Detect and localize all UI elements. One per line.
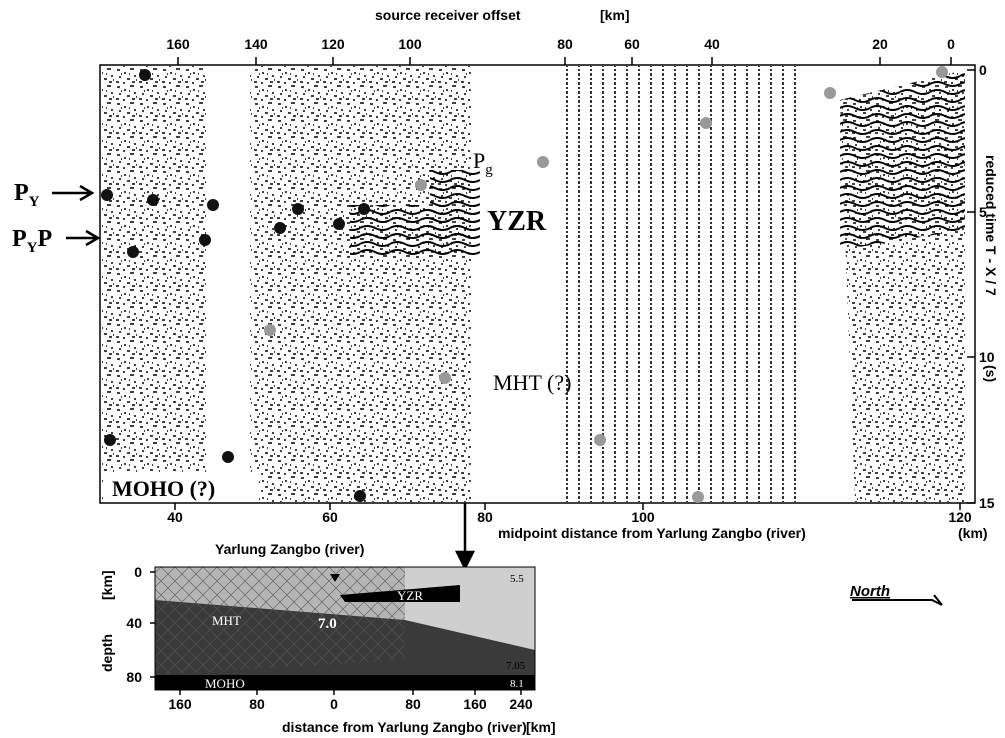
north-label: North <box>850 583 890 600</box>
mht-label: MHT (?) <box>493 370 571 395</box>
depth-unit: [km] <box>99 570 115 600</box>
model-label: YZR <box>397 588 423 603</box>
model-labels: YZR MHT 7.0 MOHO 5.5 7.05 8.1 <box>205 573 526 691</box>
seismic-traces <box>250 66 472 502</box>
model-label: 8.1 <box>510 678 524 690</box>
tick-label: 40 <box>167 509 183 525</box>
tick-label: 120 <box>321 36 345 52</box>
tick-label: 120 <box>948 509 972 525</box>
picks <box>101 69 370 502</box>
depth-label: depth <box>99 634 115 672</box>
moho-layer <box>155 675 535 690</box>
yzr-reflection <box>350 205 480 255</box>
tick-label: 240 <box>509 696 533 712</box>
tick-label: 100 <box>631 509 655 525</box>
tick-label: 80 <box>126 669 142 685</box>
phase-pyp: PYP <box>12 226 52 256</box>
phase-pyp-sub: Y <box>27 240 38 256</box>
arrow <box>454 503 476 571</box>
model-label: MOHO <box>205 676 245 691</box>
tick-label: 40 <box>704 36 720 52</box>
tick-label: 20 <box>872 36 888 52</box>
tick-label: 0 <box>979 62 987 78</box>
seismic-traces <box>840 70 965 250</box>
phase-pg-main: P <box>473 148 485 173</box>
distance-unit: [km] <box>526 719 556 735</box>
tick-label: 140 <box>244 36 268 52</box>
model-label: MHT <box>212 613 241 628</box>
offset-title: source receiver offset <box>375 7 521 23</box>
phase-pg-sub: g <box>485 162 493 178</box>
tick-label: 60 <box>624 36 640 52</box>
model-label: 5.5 <box>510 573 524 585</box>
midpoint-label: midpoint distance from Yarlung Zangbo (r… <box>498 525 806 541</box>
phase-py: PY <box>14 180 40 210</box>
tick-label: 80 <box>557 36 573 52</box>
river-label: Yarlung Zangbo (river) <box>215 541 364 557</box>
offset-unit: [km] <box>600 7 630 23</box>
time-label: reduced time T - X / 7 <box>983 155 999 296</box>
ray-paths <box>155 567 405 675</box>
tick-label: 60 <box>322 509 338 525</box>
depth-ticks: 0 40 80 <box>126 564 155 685</box>
tick-label: 10 <box>979 349 995 365</box>
tick-label: 0 <box>330 696 338 712</box>
time-ticks: 0 5 10 15 <box>967 62 995 511</box>
distance-ticks: 160 80 0 80 160 240 <box>168 690 533 712</box>
yzr-label: YZR <box>487 206 547 237</box>
moho-label: MOHO (?) <box>112 476 215 501</box>
tick-label: 5 <box>979 204 987 220</box>
label-bg <box>104 472 259 502</box>
tick-label: 160 <box>166 36 190 52</box>
model-frame <box>154 566 536 691</box>
midpoint-unit: (km) <box>958 525 988 541</box>
tick-label: 160 <box>463 696 487 712</box>
phase-py-main: P <box>14 180 29 206</box>
phase-py-sub: Y <box>29 194 40 210</box>
phase-pg: Pg <box>473 148 493 178</box>
river-marker <box>330 574 340 582</box>
tick-label: 160 <box>168 696 192 712</box>
tick-label: 0 <box>947 36 955 52</box>
tick-label: 100 <box>398 36 422 52</box>
yzr-body <box>340 585 460 602</box>
model-label: 7.0 <box>318 616 337 632</box>
picks-gray <box>264 66 948 503</box>
tick-label: 80 <box>405 696 421 712</box>
tick-label: 40 <box>126 615 142 631</box>
tick-label: 80 <box>477 509 493 525</box>
seismic-traces <box>102 66 208 502</box>
midpoint-ticks: 40 60 80 100 120 <box>167 503 972 525</box>
distance-label: distance from Yarlung Zangbo (river) <box>282 719 527 735</box>
tick-label: 15 <box>979 495 995 511</box>
model-label: 7.05 <box>506 660 526 672</box>
phase-pyp-main: P <box>12 226 27 252</box>
tick-label: 80 <box>249 696 265 712</box>
north-arrow <box>852 594 943 606</box>
plot-frame <box>99 64 976 504</box>
tick-label: 0 <box>134 564 142 580</box>
time-unit: (s) <box>983 365 999 382</box>
arrow <box>52 184 95 202</box>
arrow <box>66 229 101 247</box>
offset-ticks: 160 140 120 100 80 60 40 20 0 <box>166 36 955 65</box>
seismic-traces <box>560 66 805 502</box>
phase-pyp-tail: P <box>38 226 53 252</box>
